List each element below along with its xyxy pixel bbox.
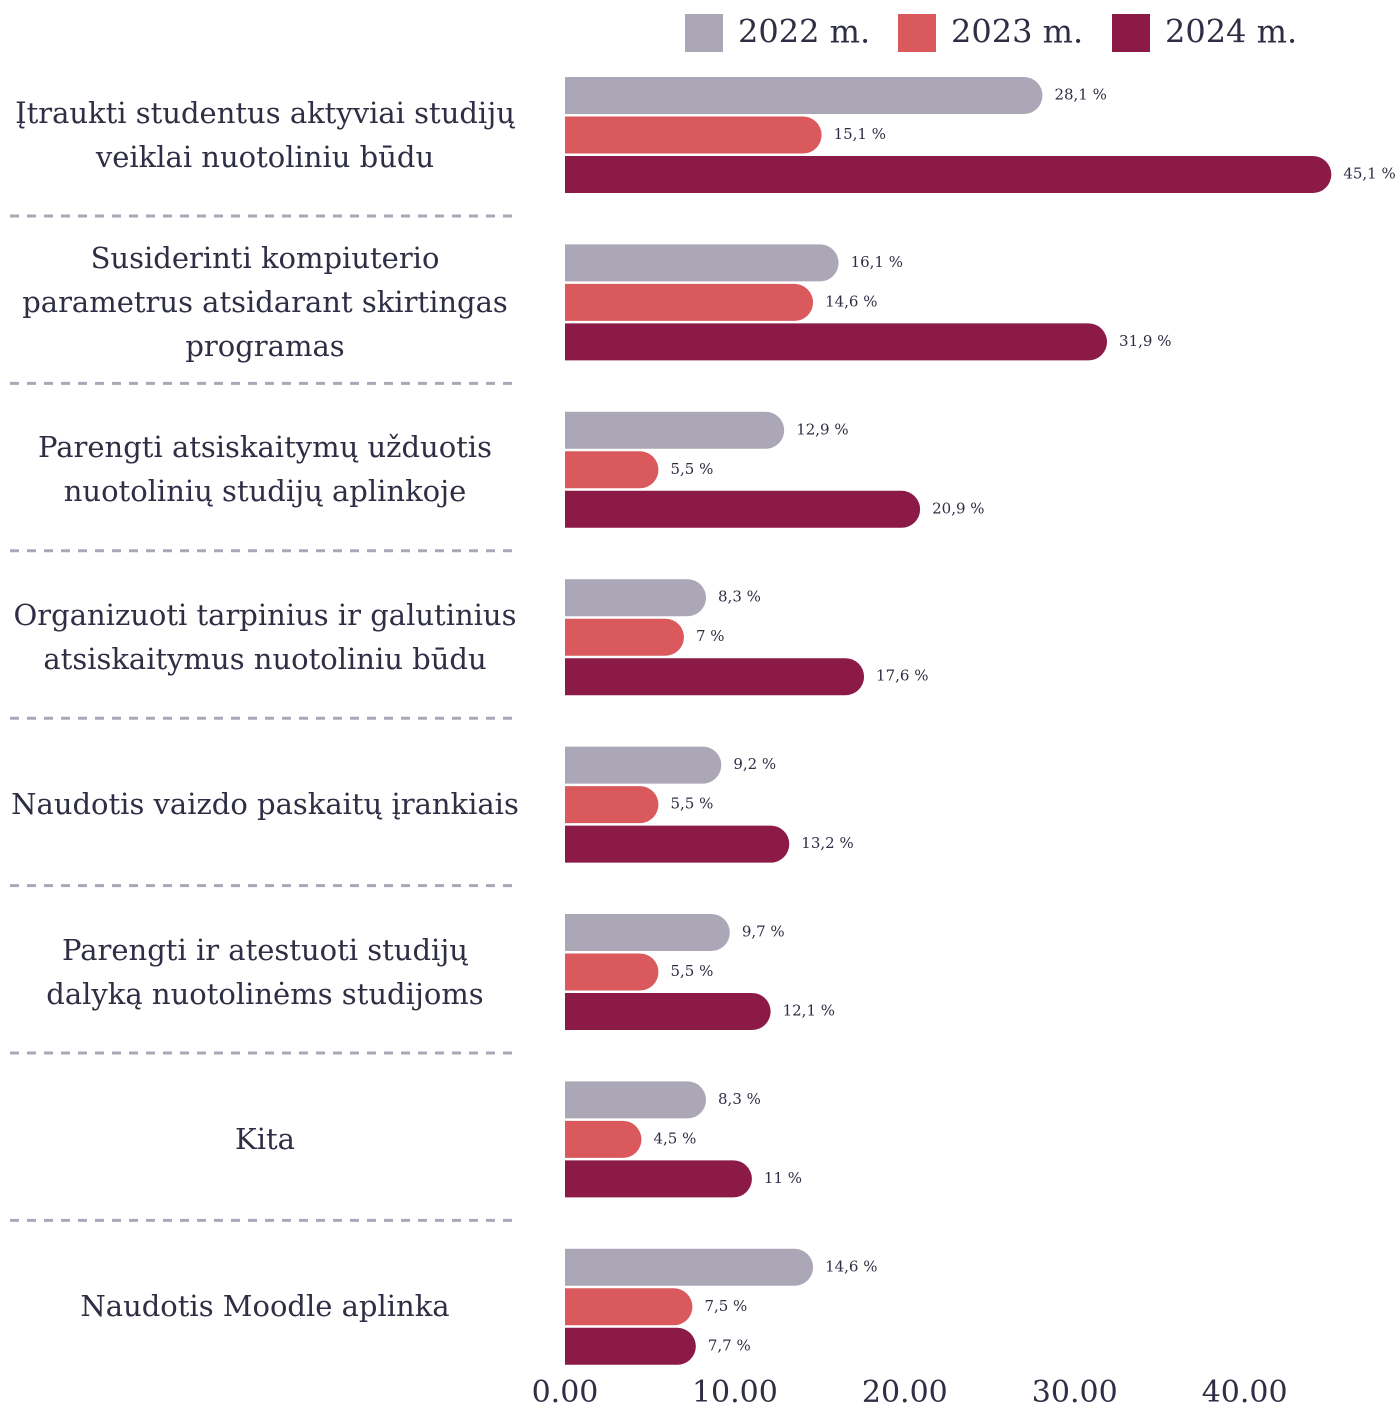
bar	[565, 77, 1043, 114]
value-label: 14,6 %	[825, 292, 877, 310]
value-label: 7 %	[696, 627, 725, 645]
bar	[565, 116, 822, 154]
category-label: Kita	[235, 1121, 295, 1156]
bar	[565, 1248, 814, 1286]
value-label: 17,6 %	[876, 667, 928, 685]
value-label: 5,5 %	[670, 795, 713, 813]
value-label: 31,9 %	[1119, 332, 1171, 350]
x-tick-label: 20.00	[862, 1375, 948, 1409]
bar	[565, 914, 730, 951]
bar	[565, 579, 707, 617]
value-label: 5,5 %	[670, 962, 713, 980]
value-label: 8,3 %	[718, 588, 761, 606]
value-label: 45,1 %	[1343, 165, 1395, 183]
category-label: Įtraukti studentus aktyviai studijų veik…	[15, 95, 515, 174]
value-label: 7,5 %	[704, 1297, 747, 1315]
bar	[565, 1160, 752, 1198]
category-label-box: Organizuoti tarpinius ir galutinius atsi…	[13, 597, 517, 676]
value-label: 7,7 %	[708, 1336, 751, 1354]
value-label: 4,5 %	[653, 1129, 696, 1147]
category-label: Susiderinti kompiuterio parametrus atsid…	[22, 240, 508, 363]
value-label: 20,9 %	[932, 499, 984, 517]
value-label: 9,2 %	[733, 755, 776, 773]
legend-swatch	[898, 14, 936, 52]
bar	[565, 451, 659, 489]
legend-swatch	[685, 14, 723, 52]
category-label-box: Parengti ir atestuoti studijų dalyką nuo…	[46, 932, 484, 1011]
category-label-box: Naudotis Moodle aplinka	[80, 1289, 450, 1324]
category-label-box: Naudotis vaizdo paskaitų įrankiais	[11, 787, 519, 822]
legend-swatch	[1112, 14, 1150, 52]
bar	[565, 1081, 707, 1119]
category-label: Naudotis vaizdo paskaitų įrankiais	[11, 787, 519, 822]
x-tick-label: 40.00	[1202, 1375, 1288, 1409]
bar	[565, 156, 1332, 193]
value-label: 16,1 %	[851, 253, 903, 271]
value-label: 28,1 %	[1054, 86, 1106, 104]
value-label: 13,2 %	[801, 834, 853, 852]
bar	[565, 658, 865, 696]
x-tick-label: 30.00	[1032, 1375, 1118, 1409]
bar	[565, 1120, 642, 1158]
category-label: Naudotis Moodle aplinka	[80, 1289, 450, 1324]
bar	[565, 825, 790, 863]
bar	[565, 323, 1108, 361]
bar	[565, 746, 722, 784]
category-label: Parengti atsiskaitymų užduotis nuotolini…	[38, 430, 492, 509]
bar	[565, 786, 659, 824]
value-label: 12,9 %	[796, 420, 848, 438]
bar	[565, 283, 814, 321]
value-label: 9,7 %	[742, 923, 785, 941]
value-label: 12,1 %	[783, 1002, 835, 1020]
value-label: 11 %	[764, 1169, 802, 1187]
category-label-box: Parengti atsiskaitymų užduotis nuotolini…	[38, 430, 492, 509]
value-label: 5,5 %	[670, 460, 713, 478]
bar	[565, 993, 771, 1030]
category-label: Organizuoti tarpinius ir galutinius atsi…	[13, 597, 517, 676]
bar	[565, 1288, 693, 1326]
bar	[565, 1327, 696, 1365]
category-label-box: Susiderinti kompiuterio parametrus atsid…	[22, 240, 508, 363]
x-tick-label: 10.00	[692, 1375, 778, 1409]
bar	[565, 244, 839, 282]
bar	[565, 411, 785, 449]
bar	[565, 953, 659, 991]
bar	[565, 490, 921, 528]
category-label-box: Įtraukti studentus aktyviai studijų veik…	[15, 95, 515, 174]
legend-label: 2023 m.	[951, 13, 1083, 51]
legend-label: 2024 m.	[1165, 13, 1297, 51]
value-label: 15,1 %	[834, 125, 886, 143]
value-label: 8,3 %	[718, 1090, 761, 1108]
value-label: 14,6 %	[825, 1257, 877, 1275]
bar	[565, 618, 684, 656]
x-tick-label: 0.00	[532, 1375, 599, 1409]
category-label-box: Kita	[235, 1121, 295, 1156]
legend-label: 2022 m.	[738, 13, 870, 51]
category-label: Parengti ir atestuoti studijų dalyką nuo…	[46, 932, 484, 1011]
